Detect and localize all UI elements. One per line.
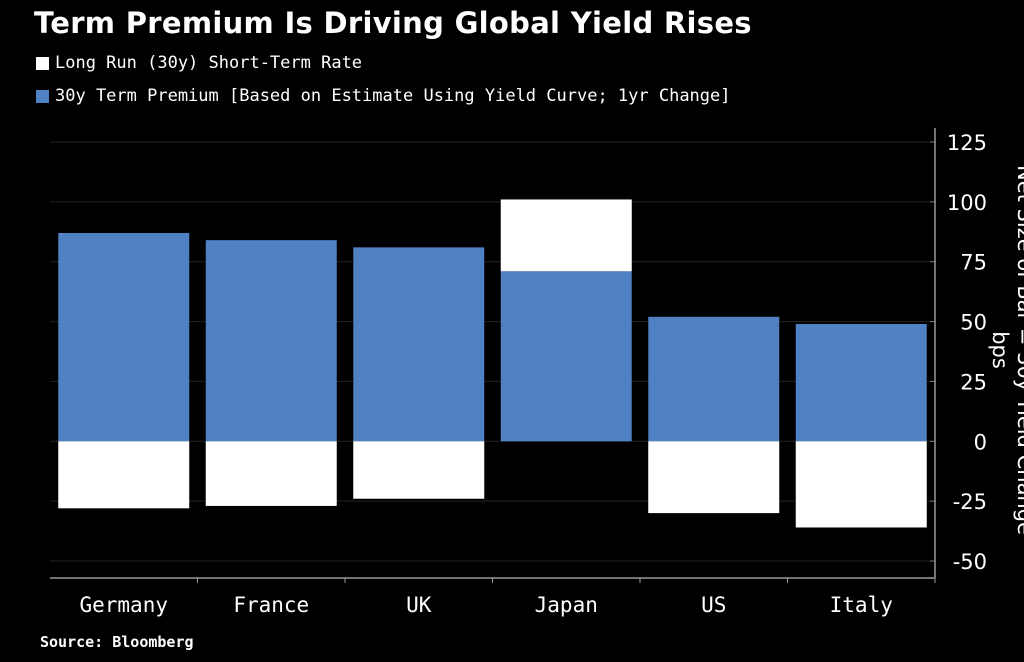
legend-swatch-white (36, 56, 49, 70)
y-axis-label: bps (988, 331, 1012, 369)
x-tick-label: UK (406, 593, 432, 617)
y-tick-label: 25 (960, 370, 987, 394)
bar-short-term-rate-uk (353, 441, 485, 499)
y-tick-label: 75 (960, 251, 987, 275)
x-tick-label: France (233, 593, 309, 617)
y-tick-label: 125 (947, 131, 987, 155)
bar-short-term-rate-japan (500, 199, 632, 272)
bar-term-premium-us (648, 316, 780, 442)
y-tick-label: 50 (960, 311, 987, 335)
bar-term-premium-uk (353, 247, 485, 442)
y-tick-label: -25 (953, 490, 987, 514)
legend-swatch-blue (36, 89, 49, 103)
bar-term-premium-germany (58, 232, 190, 442)
x-tick-label: US (701, 593, 726, 617)
y-tick-label: -50 (953, 550, 987, 574)
chart-title: Term Premium Is Driving Global Yield Ris… (34, 6, 752, 40)
legend-item-term-premium: 30y Term Premium [Based on Estimate Usin… (36, 86, 731, 106)
x-tick-label: Germany (79, 593, 168, 617)
y-axis-secondary-label: Net Size of Bar = 30y Yield Change (1013, 165, 1024, 535)
legend-item-short-term-rate: Long Run (30y) Short-Term Rate (36, 53, 362, 73)
bar-term-premium-italy (795, 323, 927, 442)
bar-short-term-rate-italy (795, 441, 927, 528)
bar-short-term-rate-france (205, 441, 337, 506)
legend-label: Long Run (30y) Short-Term Rate (55, 53, 363, 73)
bar-short-term-rate-us (648, 441, 780, 514)
source-note: Source: Bloomberg (40, 633, 194, 651)
bar-term-premium-japan (500, 271, 632, 442)
bar-short-term-rate-germany (58, 441, 190, 509)
y-tick-label: 100 (947, 191, 987, 215)
x-tick-label: Japan (535, 593, 598, 617)
bar-term-premium-france (205, 240, 337, 442)
legend-label: 30y Term Premium [Based on Estimate Usin… (55, 86, 731, 106)
y-tick-label: 0 (974, 430, 987, 454)
x-tick-label: Italy (830, 593, 893, 617)
